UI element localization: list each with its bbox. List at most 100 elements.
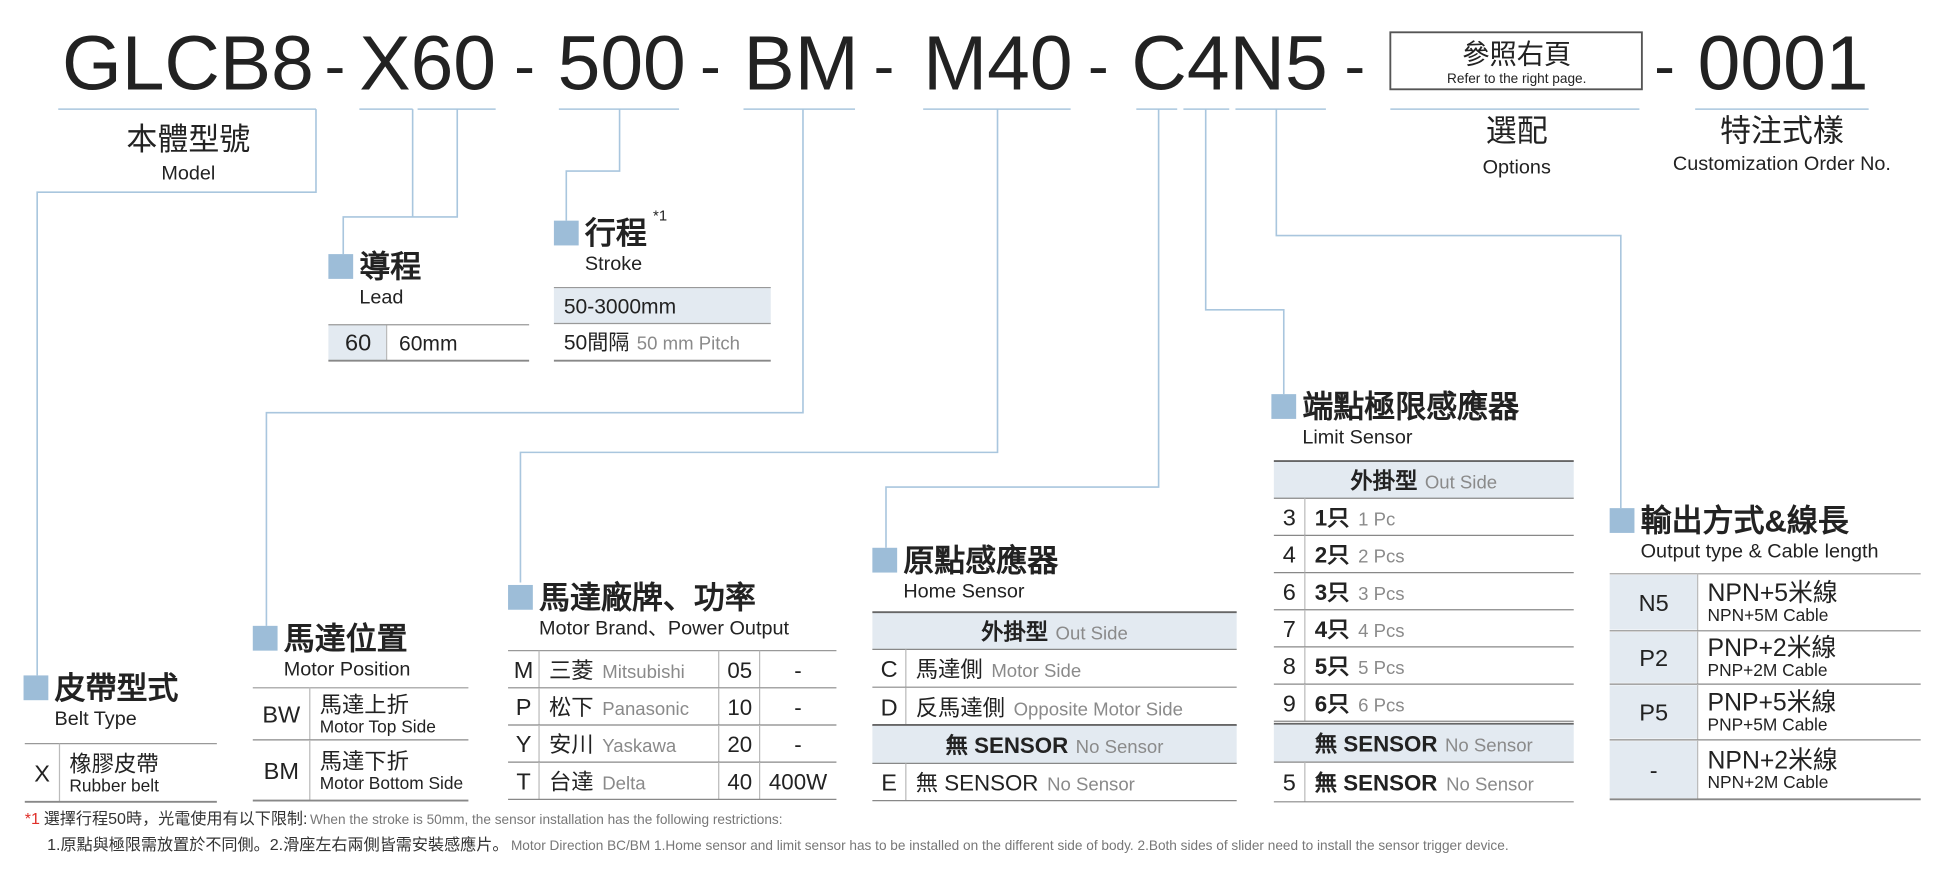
section-title: 行程 (584, 216, 647, 251)
header-cell (1273, 461, 1574, 499)
section-note: *1 (653, 209, 667, 225)
row-label-part: 安川 (549, 732, 594, 757)
row-code: BM (264, 758, 299, 784)
section-title: 原點感應器 (903, 543, 1059, 578)
row-label: 無 SENSOR No Sensor (1315, 771, 1534, 796)
header-label-part: No Sensor (1445, 735, 1533, 756)
row-label: NPN+2米線 (1708, 746, 1838, 774)
label-subtitle: Model (161, 163, 215, 185)
row-code: 6 (1283, 579, 1296, 605)
row-label-part: Opposite Motor Side (1014, 698, 1183, 719)
row-label-en: NPN+2M Cable (1708, 772, 1829, 792)
row-label-en: PNP+2M Cable (1708, 660, 1828, 680)
label-title: 選配 (1486, 113, 1548, 148)
header-label-part: 外掛型 (1350, 467, 1417, 493)
heading-marker (872, 547, 898, 573)
header-label: 無 SENSOR No Sensor (946, 733, 1164, 758)
code-part: 0001 (1698, 20, 1869, 106)
section-title: 輸出方式&線長 (1641, 504, 1850, 539)
connector (1275, 109, 1622, 509)
row-label-part: 無 SENSOR (1315, 771, 1438, 796)
row-label-part: Delta (602, 772, 646, 793)
row-code: 4 (1283, 542, 1296, 568)
power-code: 20 (727, 732, 752, 757)
footnote-line-part: 1.原點與極限需放置於不同側。2.滑座左右兩側皆需安裝感應片。 (47, 835, 508, 854)
code-part: BM (743, 20, 858, 106)
row-code: E (881, 770, 897, 796)
row-code: 8 (1283, 653, 1296, 679)
row-label-part: 1 Pc (1358, 508, 1395, 529)
row-code: P2 (1639, 645, 1668, 671)
header-label: 外掛型 Out Side (1350, 467, 1497, 493)
row-code: Y (516, 731, 532, 757)
header-cell (872, 724, 1237, 764)
power: - (794, 695, 801, 720)
header-label-part: 無 SENSOR (1315, 732, 1438, 757)
row-label: PNP+5米線 (1708, 689, 1837, 717)
heading-marker (23, 675, 49, 701)
heading-marker (508, 584, 533, 610)
row-code: M (514, 657, 534, 683)
row-label-part: 50 mm Pitch (637, 333, 740, 354)
row-code: BW (262, 702, 301, 728)
row-label-part: 50間隔 (564, 332, 630, 355)
section-subtitle: Stroke (585, 253, 642, 275)
row-label-part: 三菱 (549, 658, 594, 683)
row-label-part: 6 Pcs (1358, 694, 1404, 715)
row-code: P (516, 694, 532, 720)
code-part: 500 (558, 20, 686, 106)
row-label: 5只 5 Pcs (1315, 654, 1405, 679)
section-subtitle: Lead (359, 287, 403, 309)
row-label-part: 2只 (1315, 543, 1350, 568)
row-code: 9 (1283, 690, 1296, 716)
row-label-part: 50-3000mm (564, 296, 676, 319)
power: 400W (769, 769, 827, 794)
connector (519, 109, 999, 583)
label-title: 本體型號 (126, 122, 250, 157)
row-label-en: Motor Top Side (320, 716, 436, 736)
row-label: 馬達上折 (320, 693, 409, 718)
label-subtitle: Options (1483, 157, 1551, 179)
section-title: 馬達位置 (284, 621, 408, 656)
row-label: 4只 4 Pcs (1315, 617, 1405, 642)
options-box-subtitle: Refer to the right page. (1447, 71, 1586, 86)
row-label-en: NPN+5M Cable (1708, 605, 1829, 625)
row-code: T (516, 768, 530, 794)
power-code: 40 (727, 769, 752, 794)
label-title: 特注式樣 (1720, 113, 1844, 148)
row-code: 3 (1283, 504, 1296, 530)
row-label-part: 3 Pcs (1358, 583, 1404, 604)
row-label-en: PNP+5M Cable (1708, 715, 1828, 735)
code-part: GLCB8 (62, 20, 314, 106)
row-label-part: 2 Pcs (1358, 546, 1404, 567)
section-title: 馬達廠牌、功率 (539, 581, 756, 616)
heading-marker (553, 220, 579, 246)
power-code: 05 (727, 658, 752, 683)
row-label-part: 台達 (549, 769, 594, 794)
footnote-line-part: 選擇行程50時，光電使用有以下限制: (44, 810, 308, 828)
row-label-en: Rubber belt (69, 775, 159, 795)
row-code: D (881, 694, 898, 720)
section-subtitle: Limit Sensor (1302, 427, 1413, 449)
row-label-part: Panasonic (602, 698, 689, 719)
row-label: 橡膠皮帶 (69, 751, 158, 776)
heading-marker (1271, 394, 1297, 419)
row-label-part: Yaskawa (602, 735, 677, 756)
row-code: N5 (1639, 590, 1669, 616)
code-part: C4N5 (1131, 20, 1327, 106)
row-label-part: Mitsubishi (602, 661, 685, 682)
footnote-line-part: When the stroke is 50mm, the sensor inst… (310, 812, 783, 827)
row-label: 反馬達側 Opposite Motor Side (916, 695, 1183, 720)
header-label-part: Out Side (1425, 471, 1497, 492)
row-label: 50間隔 50 mm Pitch (564, 332, 740, 355)
row-label-part: 4只 (1315, 617, 1350, 642)
row-code: - (1650, 757, 1658, 783)
code-cell (1609, 685, 1698, 739)
row-label: 1只 1 Pc (1315, 505, 1396, 530)
section-title: 導程 (359, 250, 421, 285)
section-subtitle: Motor Position (284, 658, 411, 680)
code-separator: - (1344, 32, 1365, 101)
row-label: 台達 Delta (549, 769, 646, 794)
power-code: 10 (727, 695, 752, 720)
row-label: 馬達側 Motor Side (916, 657, 1081, 682)
